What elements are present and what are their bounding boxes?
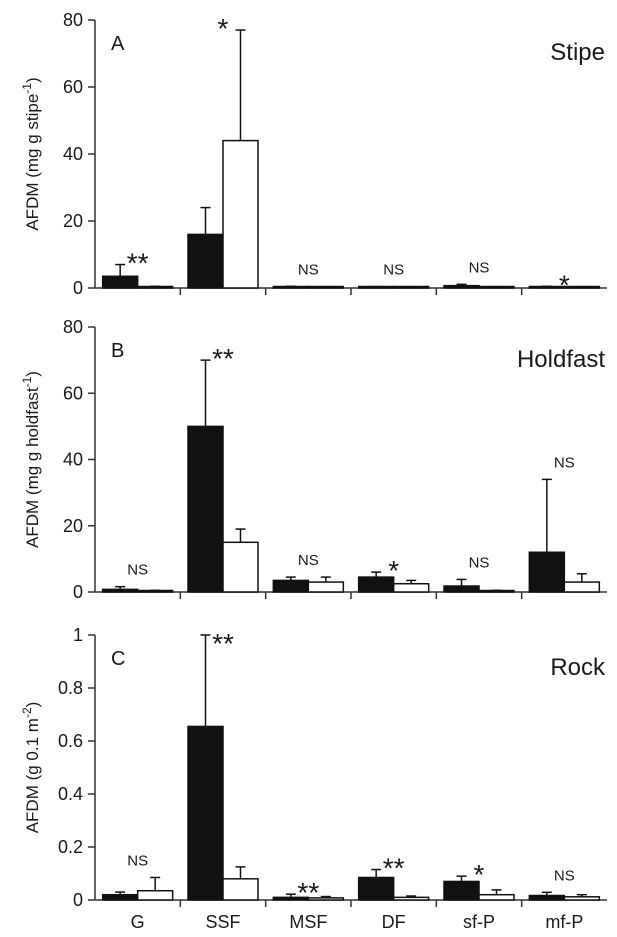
y-axis-label-tail: ) <box>23 371 42 377</box>
panel-letter: C <box>111 648 125 670</box>
y-tick-label: 0 <box>73 890 83 910</box>
significance-label: NS <box>554 454 575 471</box>
bar-open <box>222 878 259 901</box>
y-tick-label: 20 <box>63 211 83 231</box>
x-category-label: SSF <box>205 912 240 932</box>
y-tick-label: 0 <box>73 582 83 602</box>
significance-label: * <box>218 13 229 44</box>
y-tick-label: 80 <box>63 317 83 337</box>
bar-filled <box>443 585 480 593</box>
significance-label: NS <box>298 261 319 278</box>
bar-open <box>563 581 601 593</box>
x-category-label: sf-P <box>463 912 495 932</box>
bar-filled <box>187 425 224 593</box>
y-axis-label-main: AFDM (mg g stipe <box>23 94 42 231</box>
significance-label: ** <box>212 628 234 659</box>
bar-open <box>392 896 430 901</box>
significance-label: ** <box>127 248 149 279</box>
significance-label: NS <box>127 852 148 869</box>
y-tick-label: 1 <box>73 625 83 645</box>
panel-title: Rock <box>550 654 606 681</box>
significance-label: NS <box>554 867 575 884</box>
significance-label: NS <box>469 259 490 276</box>
significance-label: NS <box>127 562 148 579</box>
y-tick-label: 60 <box>63 383 83 403</box>
significance-label: * <box>388 555 399 586</box>
y-axis-label-superscript: -1 <box>20 83 34 94</box>
y-tick-label: 0.6 <box>58 731 83 751</box>
y-axis-label: AFDM (mg g holdfast-1) <box>20 371 42 548</box>
panel-b: 0 20 40 60 80 NS ** NS * NS NS B Holdfast AFDM (mg g … <box>20 317 607 602</box>
bar-filled <box>528 551 566 593</box>
y-tick-label: 0 <box>73 278 83 298</box>
y-tick-label: 0.8 <box>58 678 83 698</box>
significance-label: ** <box>212 343 234 374</box>
panel-letter: B <box>111 340 124 362</box>
significance-label: * <box>559 269 570 300</box>
bar-open <box>307 581 345 593</box>
y-axis-label-main: AFDM (g 0.1 m <box>23 718 42 833</box>
y-axis-label-superscript: -2 <box>20 707 34 718</box>
y-axis-label: AFDM (g 0.1 m-2) <box>20 702 42 834</box>
bar-filled <box>187 725 224 901</box>
panel-title: Holdfast <box>517 346 605 373</box>
bar-filled <box>187 233 224 289</box>
significance-label: NS <box>469 554 490 571</box>
y-tick-label: 80 <box>63 10 83 30</box>
bar-open <box>563 896 601 901</box>
bar-filled <box>528 894 566 901</box>
significance-label: NS <box>298 552 319 569</box>
panel-letter: A <box>111 33 125 55</box>
significance-label: NS <box>383 262 404 279</box>
bar-open <box>478 893 515 901</box>
bar-open <box>136 889 174 901</box>
y-tick-label: 20 <box>63 516 83 536</box>
y-axis-label: AFDM (mg g stipe-1) <box>20 77 42 230</box>
significance-label: * <box>474 859 485 890</box>
x-category-label: DF <box>382 912 406 932</box>
y-tick-label: 0.2 <box>58 837 83 857</box>
bar-filled <box>101 588 139 593</box>
x-category-label: MSF <box>289 912 327 932</box>
y-axis-label-tail: ) <box>23 77 42 83</box>
x-category-label: mf-P <box>545 912 583 932</box>
y-axis-label-tail: ) <box>23 702 42 708</box>
y-tick-label: 40 <box>63 450 83 470</box>
bar-open <box>222 139 259 289</box>
y-tick-label: 60 <box>63 77 83 97</box>
panel-title: Stipe <box>550 39 605 66</box>
y-axis-label-main: AFDM (mg g holdfast <box>23 387 42 548</box>
bar-filled <box>272 579 310 593</box>
x-category-label: G <box>131 912 145 932</box>
y-tick-label: 0.4 <box>58 784 83 804</box>
significance-label: ** <box>383 853 405 884</box>
y-axis-label-superscript: -1 <box>20 376 34 387</box>
bar-filled <box>101 893 139 901</box>
y-tick-label: 40 <box>63 144 83 164</box>
significance-label: ** <box>297 877 319 908</box>
bar-filled <box>443 284 480 289</box>
bar-open <box>222 541 259 593</box>
